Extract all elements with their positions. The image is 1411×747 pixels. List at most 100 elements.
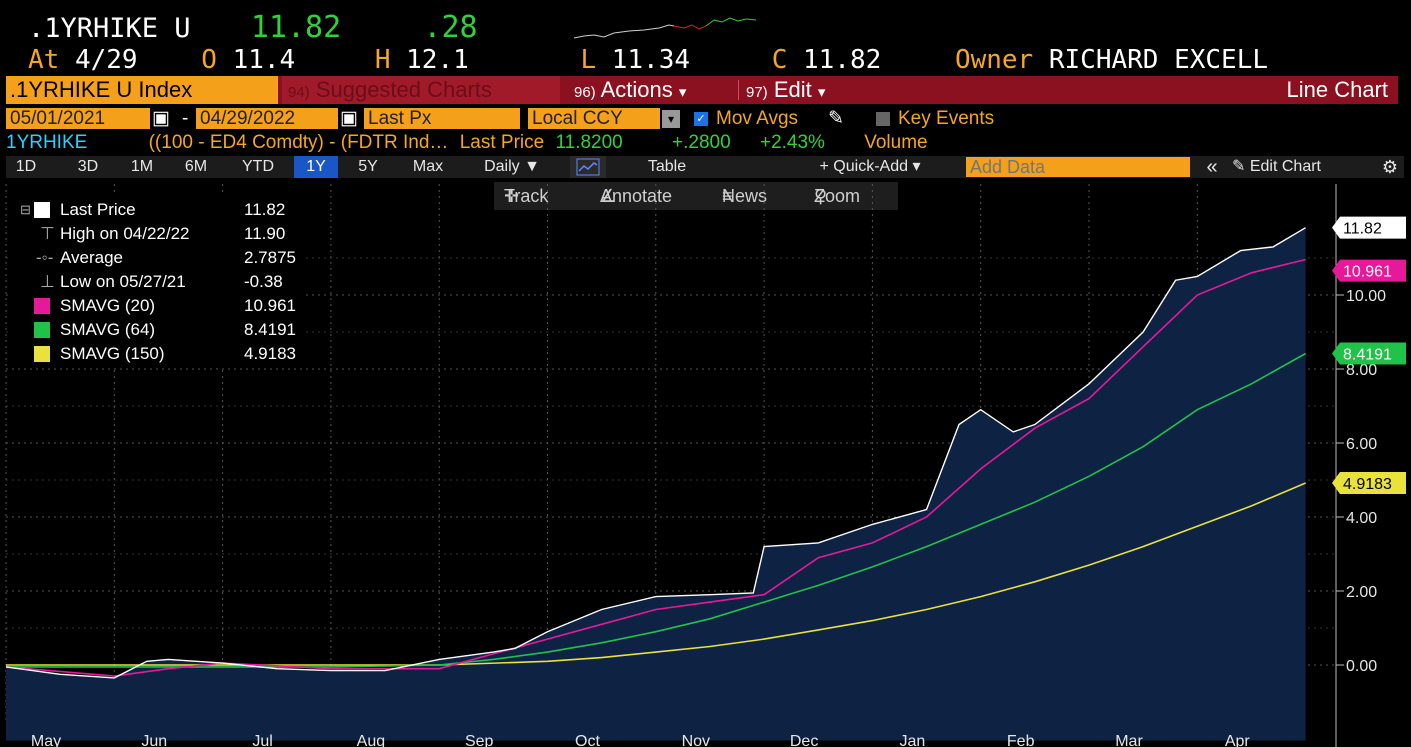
formula-row: 1YRHIKE ((100 - ED4 Comdty) - (FDTR Ind…… bbox=[6, 132, 928, 154]
news-label: News bbox=[722, 186, 768, 206]
y-tick-label: 6.00 bbox=[1346, 436, 1377, 453]
collapse-button[interactable]: « bbox=[1206, 156, 1218, 178]
legend-value: 11.82 bbox=[244, 200, 286, 219]
pencil-icon[interactable]: ✎ bbox=[828, 108, 844, 129]
actions-num: 96) bbox=[574, 84, 596, 101]
period-1y[interactable]: 1Y bbox=[294, 156, 338, 178]
period-1d[interactable]: 1D bbox=[15, 158, 37, 175]
last-price-label: Last Price bbox=[459, 132, 545, 153]
legend-label: Low on 05/27/21 bbox=[60, 272, 186, 291]
security-field[interactable]: .1YRHIKE U Index bbox=[6, 76, 278, 104]
period-ytd[interactable]: YTD bbox=[242, 158, 274, 175]
legend-value: 8.4191 bbox=[244, 320, 296, 339]
news-icon: ≡ bbox=[722, 186, 733, 206]
value-tag-label: 4.9183 bbox=[1343, 476, 1392, 493]
suggested-charts-button[interactable]: 94) Suggested Charts bbox=[282, 76, 560, 104]
low-marker-icon: ⊥ bbox=[40, 272, 55, 291]
x-axis-ticks: May Jun Jul Aug Sep Oct Nov Dec Jan Feb Mar Apr bbox=[31, 733, 1251, 747]
quote-header: .1YRHIKE U 11.82 .28 bbox=[28, 12, 478, 45]
security-name: 1YRHIKE bbox=[6, 132, 88, 153]
y-axis-ticks: 0.00 2.00 4.00 6.00 8.00 10.00 bbox=[1336, 288, 1386, 675]
y-tick-label: 2.00 bbox=[1346, 584, 1377, 601]
change-value: +.2800 bbox=[672, 132, 731, 153]
formula-expression: ((100 - ED4 Comdty) - (FDTR Ind… bbox=[148, 132, 449, 153]
frequency-dropdown[interactable]: Daily ▼ bbox=[484, 158, 540, 175]
x-tick-label: Sep bbox=[465, 733, 494, 747]
legend-high: ⊤ High on 04/22/22 11.90 bbox=[12, 222, 306, 245]
key-events-checkbox[interactable] bbox=[876, 112, 890, 126]
period-1m[interactable]: 1M bbox=[130, 158, 154, 175]
chart-legend: ⊟ Last Price 11.82 ⊤ High on 04/22/22 11… bbox=[12, 192, 306, 366]
period-max[interactable]: Max bbox=[412, 158, 444, 175]
crosshair-icon: ✛ bbox=[504, 186, 520, 206]
period-6m[interactable]: 6M bbox=[184, 158, 208, 175]
track-label: Track bbox=[504, 186, 549, 206]
legend-value: 2.7875 bbox=[244, 248, 296, 267]
legend-swatch bbox=[34, 202, 50, 218]
legend-label: SMAVG (64) bbox=[60, 320, 156, 339]
table-button[interactable]: Table bbox=[647, 158, 687, 175]
field-selector[interactable]: Last Px bbox=[364, 108, 520, 129]
legend-swatch bbox=[34, 322, 50, 338]
price-area-fill bbox=[6, 227, 1306, 741]
last-price-value: 11.8200 bbox=[555, 132, 623, 153]
annotate-label: Annotate bbox=[600, 186, 673, 206]
end-date-field[interactable]: 04/29/2022 bbox=[196, 108, 338, 129]
x-tick-label: Dec bbox=[790, 733, 818, 747]
actions-label: Actions bbox=[600, 77, 673, 102]
period-5y[interactable]: 5Y bbox=[358, 158, 378, 175]
legend-label: High on 04/22/22 bbox=[60, 224, 190, 243]
legend-last-price[interactable]: ⊟ Last Price 11.82 bbox=[12, 198, 306, 221]
chart-style-icon[interactable] bbox=[570, 156, 606, 178]
sma150-tag: 4.9183 bbox=[1332, 471, 1406, 494]
key-events-label: Key Events bbox=[898, 108, 995, 129]
calendar-icon[interactable]: ▣ bbox=[152, 108, 170, 129]
price-chart[interactable]: 0.00 2.00 4.00 6.00 8.00 10.00 May Jun Jul Aug Se… bbox=[0, 184, 1411, 747]
add-data-input[interactable] bbox=[966, 157, 1190, 177]
annotate-icon: ∠ bbox=[600, 186, 617, 206]
low-label: L bbox=[580, 45, 597, 75]
pct-change-value: +2.43% bbox=[759, 132, 825, 153]
open-label: O bbox=[201, 45, 217, 75]
quote-date: 4/29 bbox=[74, 45, 138, 75]
edit-menu[interactable]: 97) Edit ▾ bbox=[742, 76, 870, 104]
legend-label: Last Price bbox=[60, 200, 136, 219]
x-tick-label: Aug bbox=[357, 733, 385, 747]
close-value: 11.82 bbox=[803, 45, 882, 75]
sma150-line bbox=[6, 482, 1306, 666]
legend-low: ⊥ Low on 05/27/21 -0.38 bbox=[12, 270, 306, 293]
calendar-icon[interactable]: ▣ bbox=[340, 108, 358, 129]
x-tick-label: Feb bbox=[1007, 733, 1035, 747]
quick-add-button[interactable]: + Quick-Add ▾ bbox=[819, 158, 921, 175]
search-icon: ⚲ bbox=[814, 186, 828, 206]
start-date-field[interactable]: 05/01/2021 bbox=[6, 108, 150, 129]
legend-label: SMAVG (150) bbox=[60, 344, 165, 363]
toolbar: 1D 3D 1M 6M YTD 1Y 5Y Max Daily ▼ Table … bbox=[6, 156, 1404, 178]
legend-sma64[interactable]: SMAVG (64) 8.4191 bbox=[12, 318, 306, 341]
high-marker-icon: ⊤ bbox=[40, 224, 55, 243]
mov-avgs-checkbox[interactable]: ✓ bbox=[694, 112, 708, 126]
legend-sma20[interactable]: SMAVG (20) 10.961 bbox=[12, 294, 306, 317]
volume-label: Volume bbox=[864, 132, 928, 153]
collapse-icon[interactable]: ⊟ bbox=[20, 202, 31, 217]
suggested-num: 94) bbox=[288, 84, 310, 101]
chevron-down-icon[interactable]: ▾ bbox=[662, 110, 680, 128]
value-tag-bg bbox=[1332, 216, 1406, 239]
sparkline-up bbox=[574, 24, 675, 39]
pencil-icon: ✎ bbox=[1232, 158, 1246, 175]
actions-menu[interactable]: 96) Actions ▾ bbox=[568, 76, 736, 104]
gear-icon[interactable]: ⚙ bbox=[1381, 157, 1399, 177]
chart-tools: ✛ Track ∠ Annotate ≡ News ⚲ Zoom bbox=[494, 182, 898, 210]
period-3d[interactable]: 3D bbox=[77, 158, 99, 175]
value-tag-label: 10.961 bbox=[1343, 264, 1392, 281]
currency-selector[interactable]: Local CCY bbox=[528, 108, 660, 129]
high-label: H bbox=[374, 45, 391, 75]
x-tick-label: Jul bbox=[252, 733, 272, 747]
sparkline-recent bbox=[705, 17, 757, 27]
edit-chart-button[interactable]: ✎ Edit Chart bbox=[1232, 156, 1372, 178]
y-tick-label: 10.00 bbox=[1346, 288, 1386, 305]
legend-swatch bbox=[34, 346, 50, 362]
legend-sma150[interactable]: SMAVG (150) 4.9183 bbox=[12, 342, 306, 365]
x-tick-label: Nov bbox=[682, 733, 710, 747]
y-tick-label: 0.00 bbox=[1346, 658, 1377, 675]
